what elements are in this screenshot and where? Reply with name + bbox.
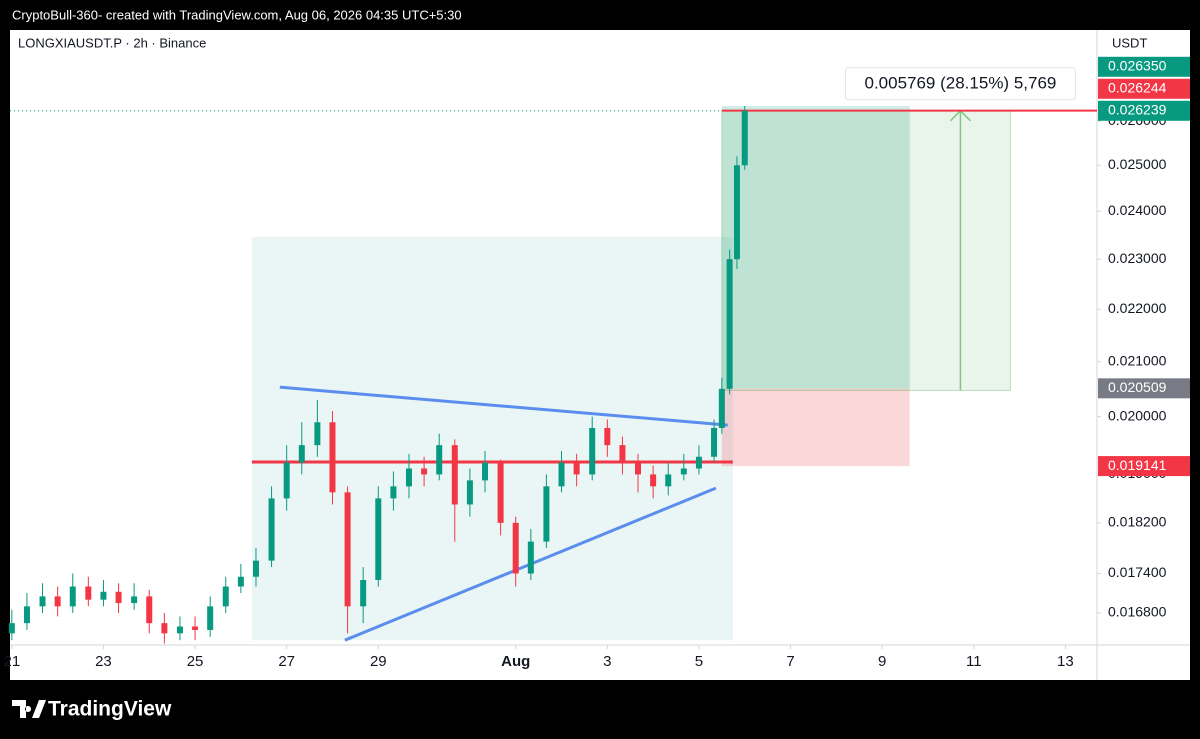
candle-body <box>558 462 565 487</box>
logo: TradingView <box>12 698 172 721</box>
candle-body <box>680 468 687 475</box>
position-target <box>721 106 910 389</box>
candle-body <box>718 388 725 428</box>
price-label: 0.026239 <box>1108 101 1167 117</box>
x-tick-label: 5 <box>695 653 703 670</box>
candle-body <box>115 591 122 604</box>
candle-body <box>604 427 611 446</box>
candle-body <box>619 445 626 463</box>
y-tick-label: 0.021000 <box>1108 352 1167 368</box>
price-label-box <box>1098 378 1190 399</box>
candle-body <box>23 606 30 624</box>
credit: CryptoBull-360- created with TradingView… <box>12 7 462 22</box>
x-tick-label: 3 <box>603 653 611 670</box>
candle-body <box>405 468 412 487</box>
candle-body <box>222 586 229 607</box>
x-tick-label: 27 <box>278 653 295 670</box>
candle-body <box>146 596 153 624</box>
candle-body <box>268 498 275 561</box>
x-tick-label: 29 <box>370 653 387 670</box>
candle-body <box>39 596 46 607</box>
x-tick-label: 7 <box>786 653 794 670</box>
x-tick-label: 11 <box>966 653 982 670</box>
candle-body <box>344 492 351 607</box>
candle-body <box>85 586 92 600</box>
candle-body <box>635 462 642 475</box>
candle-body <box>466 480 473 505</box>
measure-label-box <box>844 67 1076 101</box>
price-label-box <box>1098 100 1190 121</box>
y-tick-label: 0.025000 <box>1108 156 1167 172</box>
y-tick-label: 0.018200 <box>1108 514 1167 530</box>
candle-body <box>436 445 443 475</box>
candle-body <box>283 462 290 499</box>
x-tick-label: 9 <box>878 653 886 670</box>
candle-body <box>131 596 138 604</box>
candle-body <box>695 456 702 469</box>
candle-body <box>54 596 61 607</box>
candle-body <box>573 462 580 475</box>
price-label-box <box>1098 78 1190 99</box>
y-tick-label: 0.020000 <box>1108 407 1167 423</box>
price-label: 0.026244 <box>1108 79 1167 95</box>
candle-body <box>451 445 458 505</box>
chart-title: LONGXIAUSDT.P · 2h · Binance <box>18 35 206 50</box>
candle-body <box>375 498 382 581</box>
candle-body <box>665 474 672 487</box>
price-label-box <box>1098 56 1190 77</box>
candle-body <box>161 623 168 634</box>
brand: TradingView <box>48 698 172 721</box>
candle-body <box>741 110 748 166</box>
candle-body <box>390 486 397 499</box>
candle-body <box>69 586 76 607</box>
x-tick-label: 13 <box>1057 653 1074 670</box>
candle-body <box>527 541 534 574</box>
candle-body <box>314 422 321 446</box>
x-tick-label: 25 <box>187 653 204 670</box>
price-label: 0.019141 <box>1108 457 1167 473</box>
candle-body <box>650 474 657 487</box>
price-label: 0.026350 <box>1108 57 1167 73</box>
price-label-box <box>1098 456 1190 477</box>
plot: 0.0168000.0174000.0182000.0190000.020000… <box>3 56 1190 670</box>
candle-body <box>726 259 733 389</box>
y-tick-label: 0.024000 <box>1108 202 1167 218</box>
candle-body <box>192 626 199 630</box>
candle-body <box>329 422 336 493</box>
y-tick-label: 0.016800 <box>1108 604 1167 620</box>
candle-body <box>207 606 214 630</box>
currency: USDT <box>1112 35 1147 50</box>
chart-area <box>10 30 1190 680</box>
y-tick-label: 0.023000 <box>1108 250 1167 266</box>
candle-body <box>589 427 596 475</box>
candle-body <box>512 522 519 574</box>
y-tick-label: 0.022000 <box>1108 300 1167 316</box>
position-stop <box>721 388 910 467</box>
candle-body <box>360 580 367 607</box>
y-tick-label: 0.017400 <box>1108 564 1167 580</box>
x-tick-label: 21 <box>3 653 20 670</box>
trendline <box>279 385 728 427</box>
candle-body <box>482 462 489 481</box>
measure-label: 0.005769 (28.15%) 5,769 <box>864 73 1056 92</box>
measure-box <box>721 110 1011 391</box>
logo-icon <box>12 700 46 718</box>
price-label: 0.020509 <box>1108 379 1167 395</box>
candle-body <box>421 468 428 475</box>
candle-body <box>100 591 107 600</box>
candle-body <box>237 576 244 587</box>
candle-body <box>298 445 305 463</box>
x-tick-label: Aug <box>501 653 530 670</box>
candle-body <box>8 623 15 634</box>
candle-body <box>543 486 550 542</box>
x-tick-label: 23 <box>95 653 112 670</box>
candle-body <box>176 626 183 634</box>
candle-body <box>497 462 504 523</box>
candle-body <box>733 165 740 260</box>
candle-body <box>711 427 718 457</box>
candle-body <box>252 560 259 577</box>
